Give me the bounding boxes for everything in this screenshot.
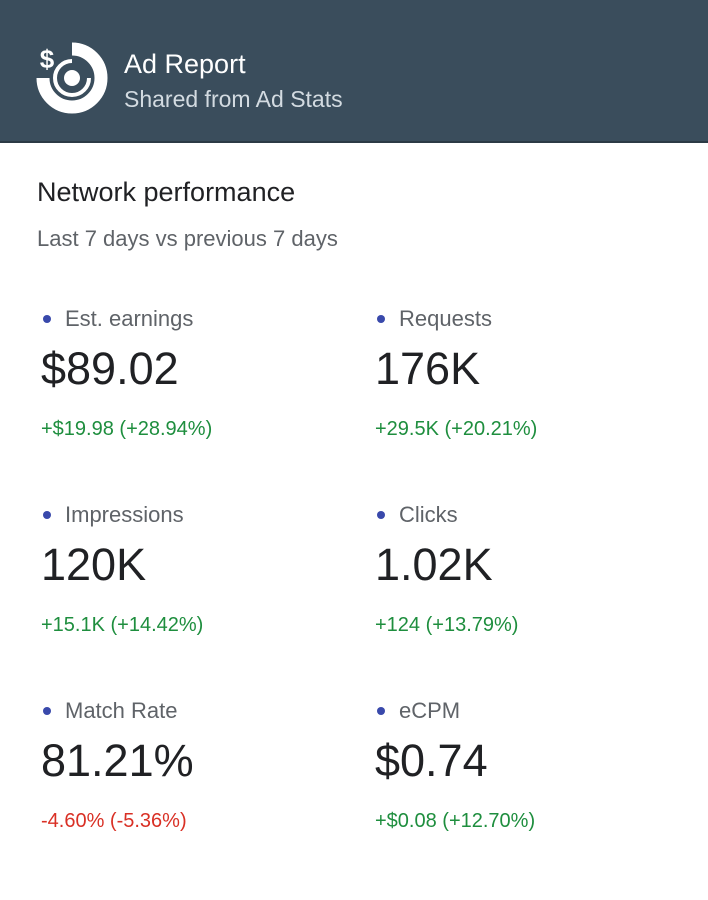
section-title: Network performance <box>37 177 296 207</box>
metric-label: Impressions <box>65 502 184 527</box>
metric-value: $0.74 <box>375 735 488 786</box>
metric-change: +124 (+13.79%) <box>375 614 519 636</box>
app-title: Ad Report <box>124 49 246 79</box>
metric-value: $89.02 <box>41 343 179 394</box>
metric-change: +$0.08 (+12.70%) <box>375 810 536 832</box>
metric-change: +29.5K (+20.21%) <box>375 418 538 440</box>
metric-label: Est. earnings <box>65 306 194 331</box>
series-dot-icon <box>43 315 51 323</box>
series-dot-icon <box>377 511 385 519</box>
metric-change: -4.60% (-5.36%) <box>41 810 187 832</box>
metric-value: 81.21% <box>41 735 194 786</box>
metric-value: 1.02K <box>375 539 493 590</box>
series-dot-icon <box>377 707 385 715</box>
series-dot-icon <box>43 511 51 519</box>
series-dot-icon <box>377 315 385 323</box>
metric-label: eCPM <box>399 698 461 723</box>
series-dot-icon <box>43 707 51 715</box>
date-range-label: Last 7 days vs previous 7 days <box>37 226 338 251</box>
metric-label: Requests <box>399 306 492 331</box>
metric-requests[interactable]: Requests 176K +29.5K (+20.21%) <box>371 304 671 474</box>
metric-match-rate[interactable]: Match Rate 81.21% -4.60% (-5.36%) <box>37 696 337 866</box>
app-header: $ Ad Report Shared from Ad Stats <box>0 0 708 143</box>
metric-ecpm[interactable]: eCPM $0.74 +$0.08 (+12.70%) <box>371 696 671 866</box>
metric-label: Match Rate <box>65 698 178 723</box>
metric-value: 176K <box>375 343 481 394</box>
metric-label: Clicks <box>399 502 458 527</box>
metric-change: +15.1K (+14.42%) <box>41 614 204 636</box>
app-subtitle: Shared from Ad Stats <box>124 86 343 112</box>
metric-impressions[interactable]: Impressions 120K +15.1K (+14.42%) <box>37 500 337 670</box>
metric-change: +$19.98 (+28.94%) <box>41 418 213 440</box>
metric-clicks[interactable]: Clicks 1.02K +124 (+13.79%) <box>371 500 671 670</box>
svg-text:$: $ <box>40 44 55 74</box>
metric-value: 120K <box>41 539 147 590</box>
dollar-target-icon: $ <box>34 40 108 114</box>
metric-est-earnings[interactable]: Est. earnings $89.02 +$19.98 (+28.94%) <box>37 304 337 474</box>
